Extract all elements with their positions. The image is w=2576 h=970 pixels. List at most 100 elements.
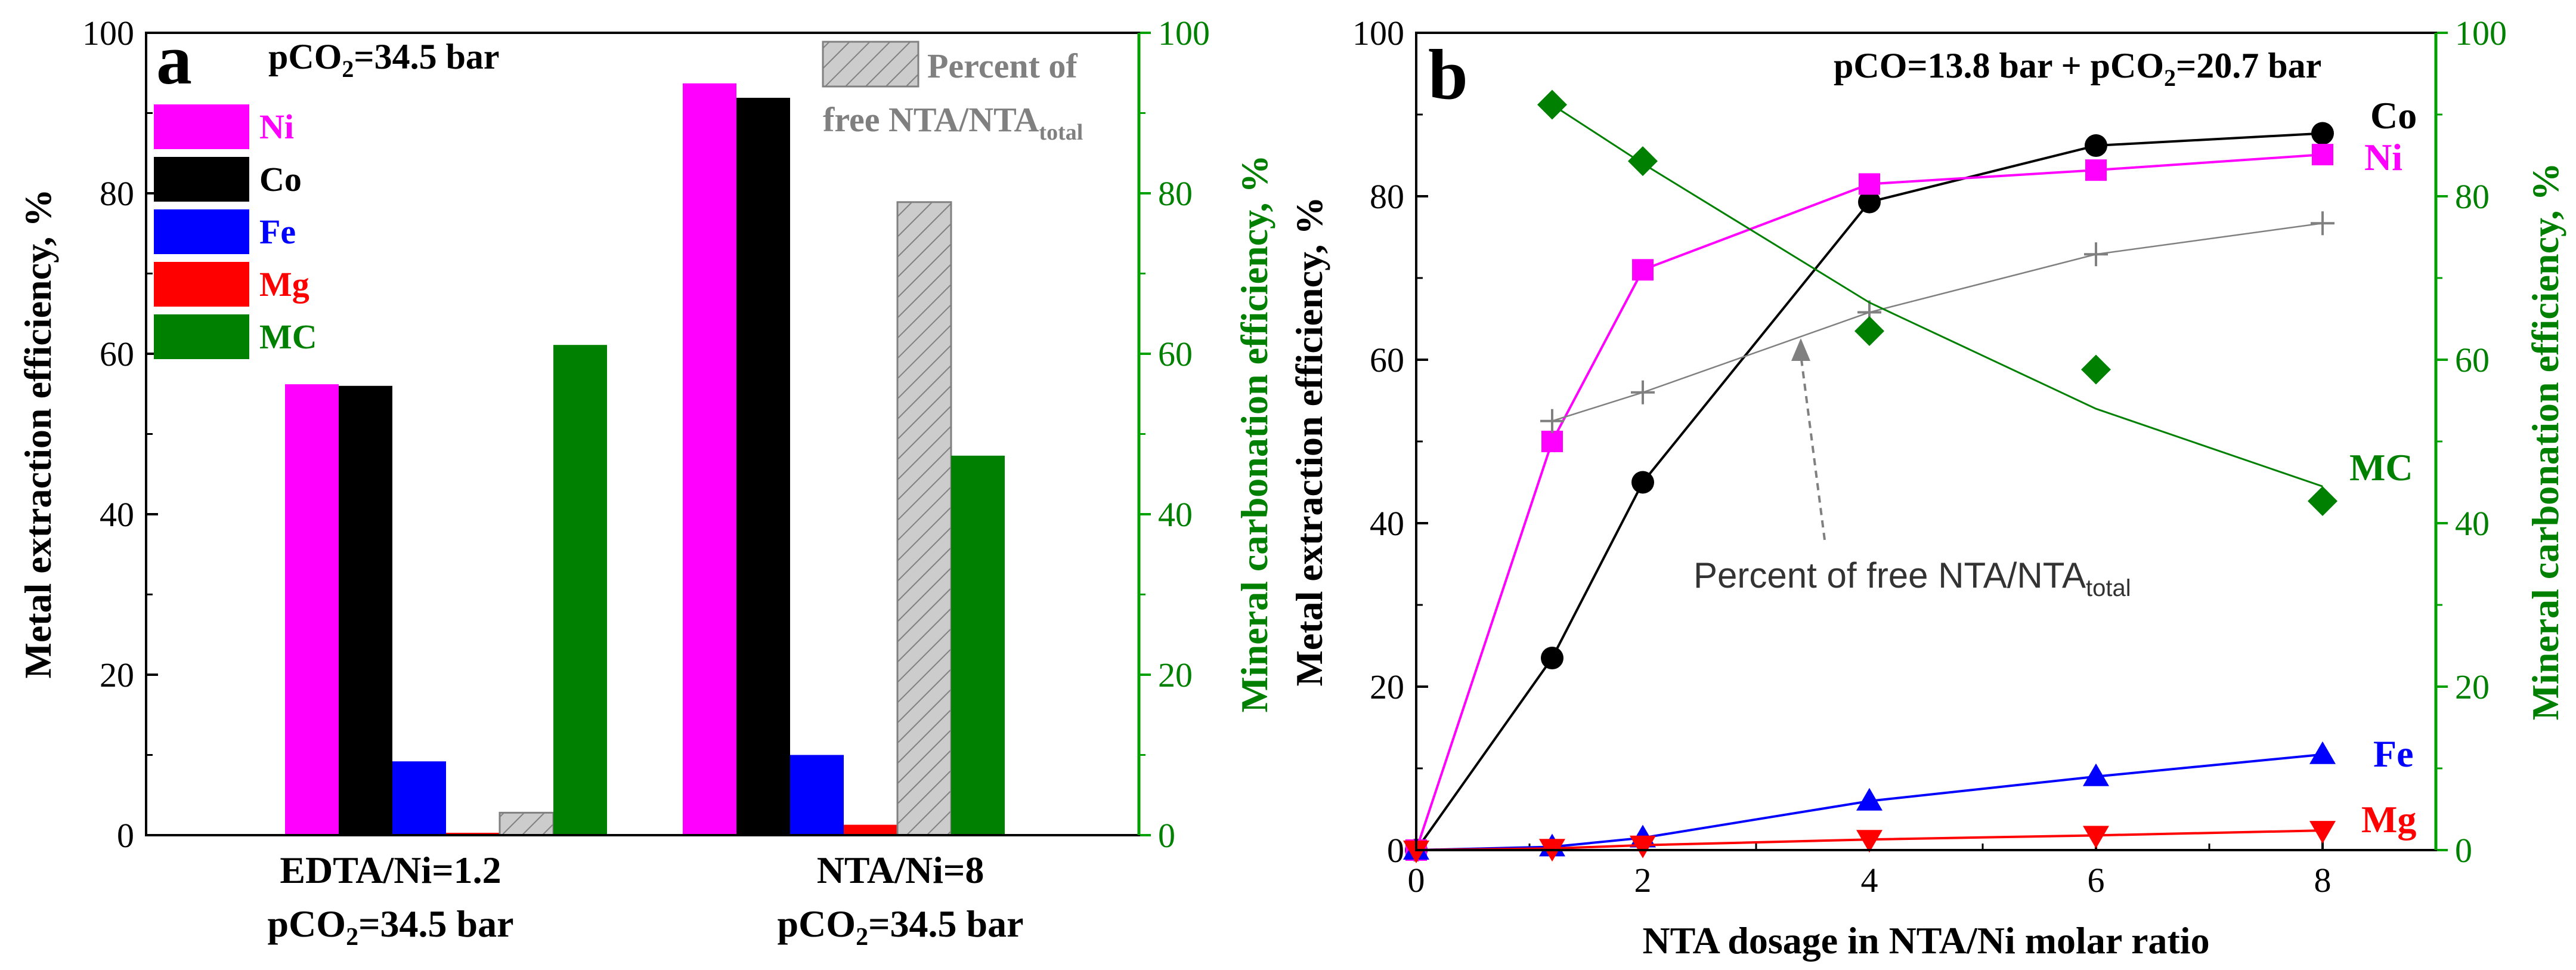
b-point-co [1541, 647, 1563, 670]
a-legend-swatch-co [154, 157, 249, 202]
b-point-ni [2085, 159, 2107, 181]
b-point-mg [1403, 841, 1429, 863]
a-category-sublabel-nta: pCO2=34.5 bar [777, 903, 1023, 951]
b-point-mg [2309, 821, 2336, 844]
b-axis-ticks: 0 20 40 60 80 100 0 20 40 60 80 100 0 2 4 6 8 [1352, 14, 2507, 900]
a-y-right-tick-label: 0 [1158, 816, 1175, 855]
b-x-tick-label: 8 [2314, 861, 2332, 900]
b-point-mc [1854, 316, 1884, 347]
b-y-tick-label: 100 [1352, 14, 1404, 52]
b-point-co [1858, 190, 1881, 214]
a-y-axis-title-right: Mineral carbonation efficiency, % [1233, 155, 1275, 713]
a-y-tick-label: 60 [100, 335, 134, 373]
a-category-labels: EDTA/Ni=1.2 pCO2=34.5 bar NTA/Ni=8 pCO2=… [267, 849, 1023, 951]
b-series-label-mc: MC [2349, 446, 2413, 489]
b-x-axis-title: NTA dosage in NTA/Ni molar ratio [1642, 919, 2209, 962]
a-bar-fe-edta [392, 761, 446, 835]
a-legend-swatch-mg [154, 262, 249, 307]
b-y-right-tick-label: 0 [2455, 831, 2472, 870]
a-bar-mc-edta [553, 345, 607, 835]
b-title: pCO=13.8 bar + pCO2=20.7 bar [1834, 46, 2321, 91]
b-series-label-fe: Fe [2373, 733, 2414, 775]
a-bar-fe-nta [790, 755, 844, 835]
b-line-mg [1416, 829, 2323, 851]
b-series-label-mg: Mg [2361, 798, 2416, 841]
b-point-ni [1632, 259, 1654, 281]
a-bar-ni-nta [683, 83, 736, 836]
a-legend-label-mc: MC [259, 317, 317, 356]
a-legend-label-ni: Ni [259, 107, 294, 146]
a-y-tick-label: 100 [82, 14, 134, 52]
b-line-free-nta [1552, 222, 2323, 422]
b-point-mc [2081, 354, 2111, 385]
b-point-fe [1856, 787, 1883, 811]
b-annotation-arrowhead [1791, 338, 1810, 361]
b-y-right-tick-label: 40 [2455, 504, 2490, 543]
b-x-tick-label: 2 [1634, 861, 1652, 900]
b-annotation: Percent of free NTA/NTAtotal [1693, 338, 2131, 601]
a-y-right-tick-label: 20 [1158, 656, 1193, 694]
b-y-tick-label: 0 [1387, 831, 1404, 870]
a-panel-label: a [156, 20, 192, 99]
b-y-tick-label: 80 [1370, 177, 1404, 216]
a-y-tick-label: 80 [100, 174, 134, 213]
a-y-axis-title: Metal extraction efficiency, % [17, 189, 59, 679]
b-y-axis-title-right: Mineral carbonation efficiency, % [2524, 163, 2566, 721]
b-series-label-ni: Ni [2364, 136, 2402, 178]
panel-b: 0 20 40 60 80 100 0 20 40 60 80 100 0 2 4 6 8 b pCO=13.8… [1288, 14, 2566, 962]
a-bar-ni-edta [285, 384, 339, 835]
b-line-fe [1416, 753, 2323, 851]
b-point-fe [2309, 741, 2336, 764]
b-y-axis-title: Metal extraction efficiency, % [1288, 197, 1330, 687]
a-y-right-tick-label: 60 [1158, 335, 1193, 373]
a-title: pCO2=34.5 bar [268, 37, 500, 82]
b-point-mc [2308, 486, 2337, 517]
b-point-co [2085, 134, 2107, 157]
a-y-tick-label: 40 [100, 495, 134, 534]
a-category-sublabel-edta: pCO2=34.5 bar [267, 903, 513, 951]
a-y-tick-label: 0 [117, 816, 134, 855]
b-series [1403, 89, 2337, 863]
b-point-ni [2312, 144, 2333, 166]
panel-a: 0 20 40 60 80 100 0 20 40 60 80 100 a pCO2=34.5 bar… [17, 14, 1275, 951]
a-bar-free-nta-nta [896, 201, 952, 836]
a-legend-free-nta-line1: Percent of [927, 47, 1078, 85]
b-y-tick-label: 40 [1370, 504, 1404, 543]
b-point-co [1631, 471, 1654, 494]
a-legend-label-co: Co [259, 160, 302, 199]
b-point-ni [1859, 173, 1880, 195]
b-point-mg [1630, 835, 1656, 858]
b-point-free-nta [2311, 211, 2334, 236]
a-bar-free-nta-edta [499, 811, 555, 836]
b-point-fe [2083, 763, 2109, 786]
b-y-right-tick-label: 20 [2455, 668, 2490, 706]
a-legend-label-fe: Fe [259, 212, 296, 251]
a-category-label-edta: EDTA/Ni=1.2 [280, 849, 501, 891]
a-legend-swatch-ni [154, 104, 249, 149]
b-y-tick-label: 60 [1370, 341, 1404, 379]
a-legend-free-nta-line2: free NTA/NTAtotal [823, 100, 1083, 145]
a-legend-swatch-mc [154, 314, 249, 359]
b-point-mc [1628, 146, 1658, 177]
a-legend-label-mg: Mg [259, 265, 309, 304]
b-annotation-arrow [1800, 354, 1826, 540]
b-annotation-text: Percent of free NTA/NTAtotal [1693, 555, 2131, 601]
a-bar-co-nta [736, 97, 790, 835]
a-bar-mg-nta [844, 824, 897, 835]
b-point-ni [1541, 431, 1563, 452]
a-bars [285, 83, 1005, 836]
b-panel-label: b [1428, 35, 1468, 114]
b-x-tick-label: 0 [1408, 861, 1425, 900]
b-line-ni [1415, 153, 2323, 851]
b-y-right-tick-label: 60 [2455, 341, 2490, 379]
a-bar-mc-nta [951, 455, 1005, 835]
a-legend-free-nta: Percent of free NTA/NTAtotal [822, 41, 1083, 145]
b-series-label-co: Co [2370, 94, 2417, 137]
b-line-co [1415, 132, 2323, 851]
b-point-free-nta [1540, 409, 1564, 433]
a-bar-co-edta [339, 385, 392, 835]
a-legend-swatch-fe [154, 209, 249, 254]
a-category-label-nta: NTA/Ni=8 [817, 849, 984, 891]
b-x-tick-label: 6 [2088, 861, 2105, 900]
